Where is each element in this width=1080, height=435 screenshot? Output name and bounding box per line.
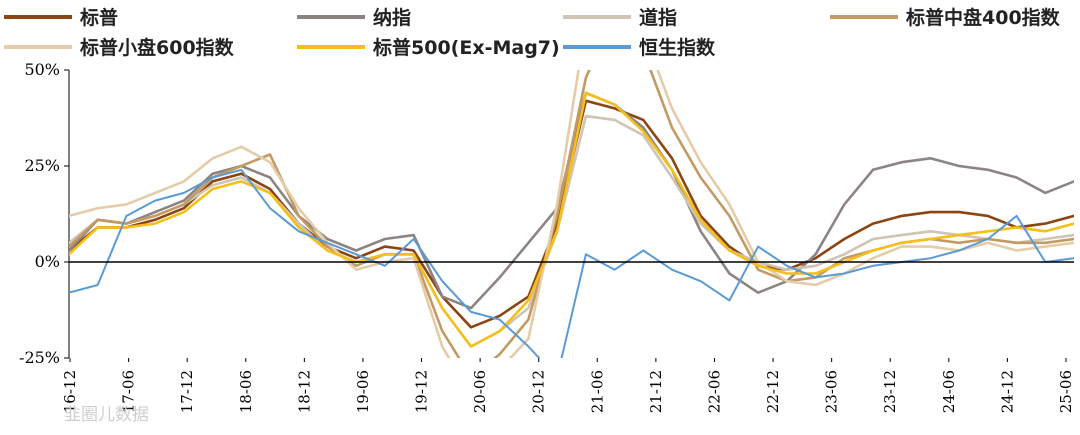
legend-label-3: 标普中盘400指数 [906,6,1061,29]
series-line-0 [69,99,1074,329]
series-line-6 [69,168,1074,358]
y-tick-label: 50% [24,60,60,79]
legend-label-5: 标普500(Ex-Mag7) [373,36,560,59]
series-line-2 [69,114,1074,348]
x-axis: 16-12 17-06 17-12 18-06 18-12 19-06 19-12 20-06… [61,358,1075,413]
y-tick-label: -25% [19,348,60,367]
x-tick-label: 21-12 [647,370,665,413]
series-group [69,70,1074,358]
x-tick-label: 19-06 [354,370,372,413]
y-tick-label: 0% [35,252,60,271]
x-tick-label: 24-12 [998,370,1016,413]
legend-label-4: 标普小盘600指数 [80,36,235,59]
legend-label-0: 标普 [80,6,118,29]
x-tick-label: 24-06 [940,370,958,413]
watermark: 韭圈儿数据 [64,405,149,425]
x-tick-label: 22-06 [705,370,723,413]
x-tick-label: 17-06 [120,370,138,413]
legend-label-6: 恒生指数 [639,36,716,59]
x-tick-label: 18-12 [295,370,313,413]
x-tick-label: 20-12 [530,370,548,413]
series-line-1 [69,91,1074,310]
series-line-3 [69,70,1074,358]
x-tick-label: 16-12 [61,370,79,413]
y-axis: 50% 25% 0% -25% [19,60,70,367]
legend-label-1: 纳指 [373,6,411,29]
x-tick-label: 19-12 [413,370,431,413]
legend-label-2: 道指 [639,6,677,29]
x-tick-label: 23-06 [823,370,841,413]
series-line-5 [69,91,1074,348]
x-tick-label: 25-06 [1057,370,1075,413]
x-tick-label: 21-06 [588,370,606,413]
series-line-4 [69,70,1074,358]
y-tick-label: 25% [24,156,60,175]
x-tick-label: 17-12 [178,370,196,413]
x-tick-label: 23-12 [881,370,899,413]
x-tick-label: 22-12 [764,370,782,413]
x-tick-label: 18-06 [237,370,255,413]
x-tick-label: 20-06 [471,370,489,413]
